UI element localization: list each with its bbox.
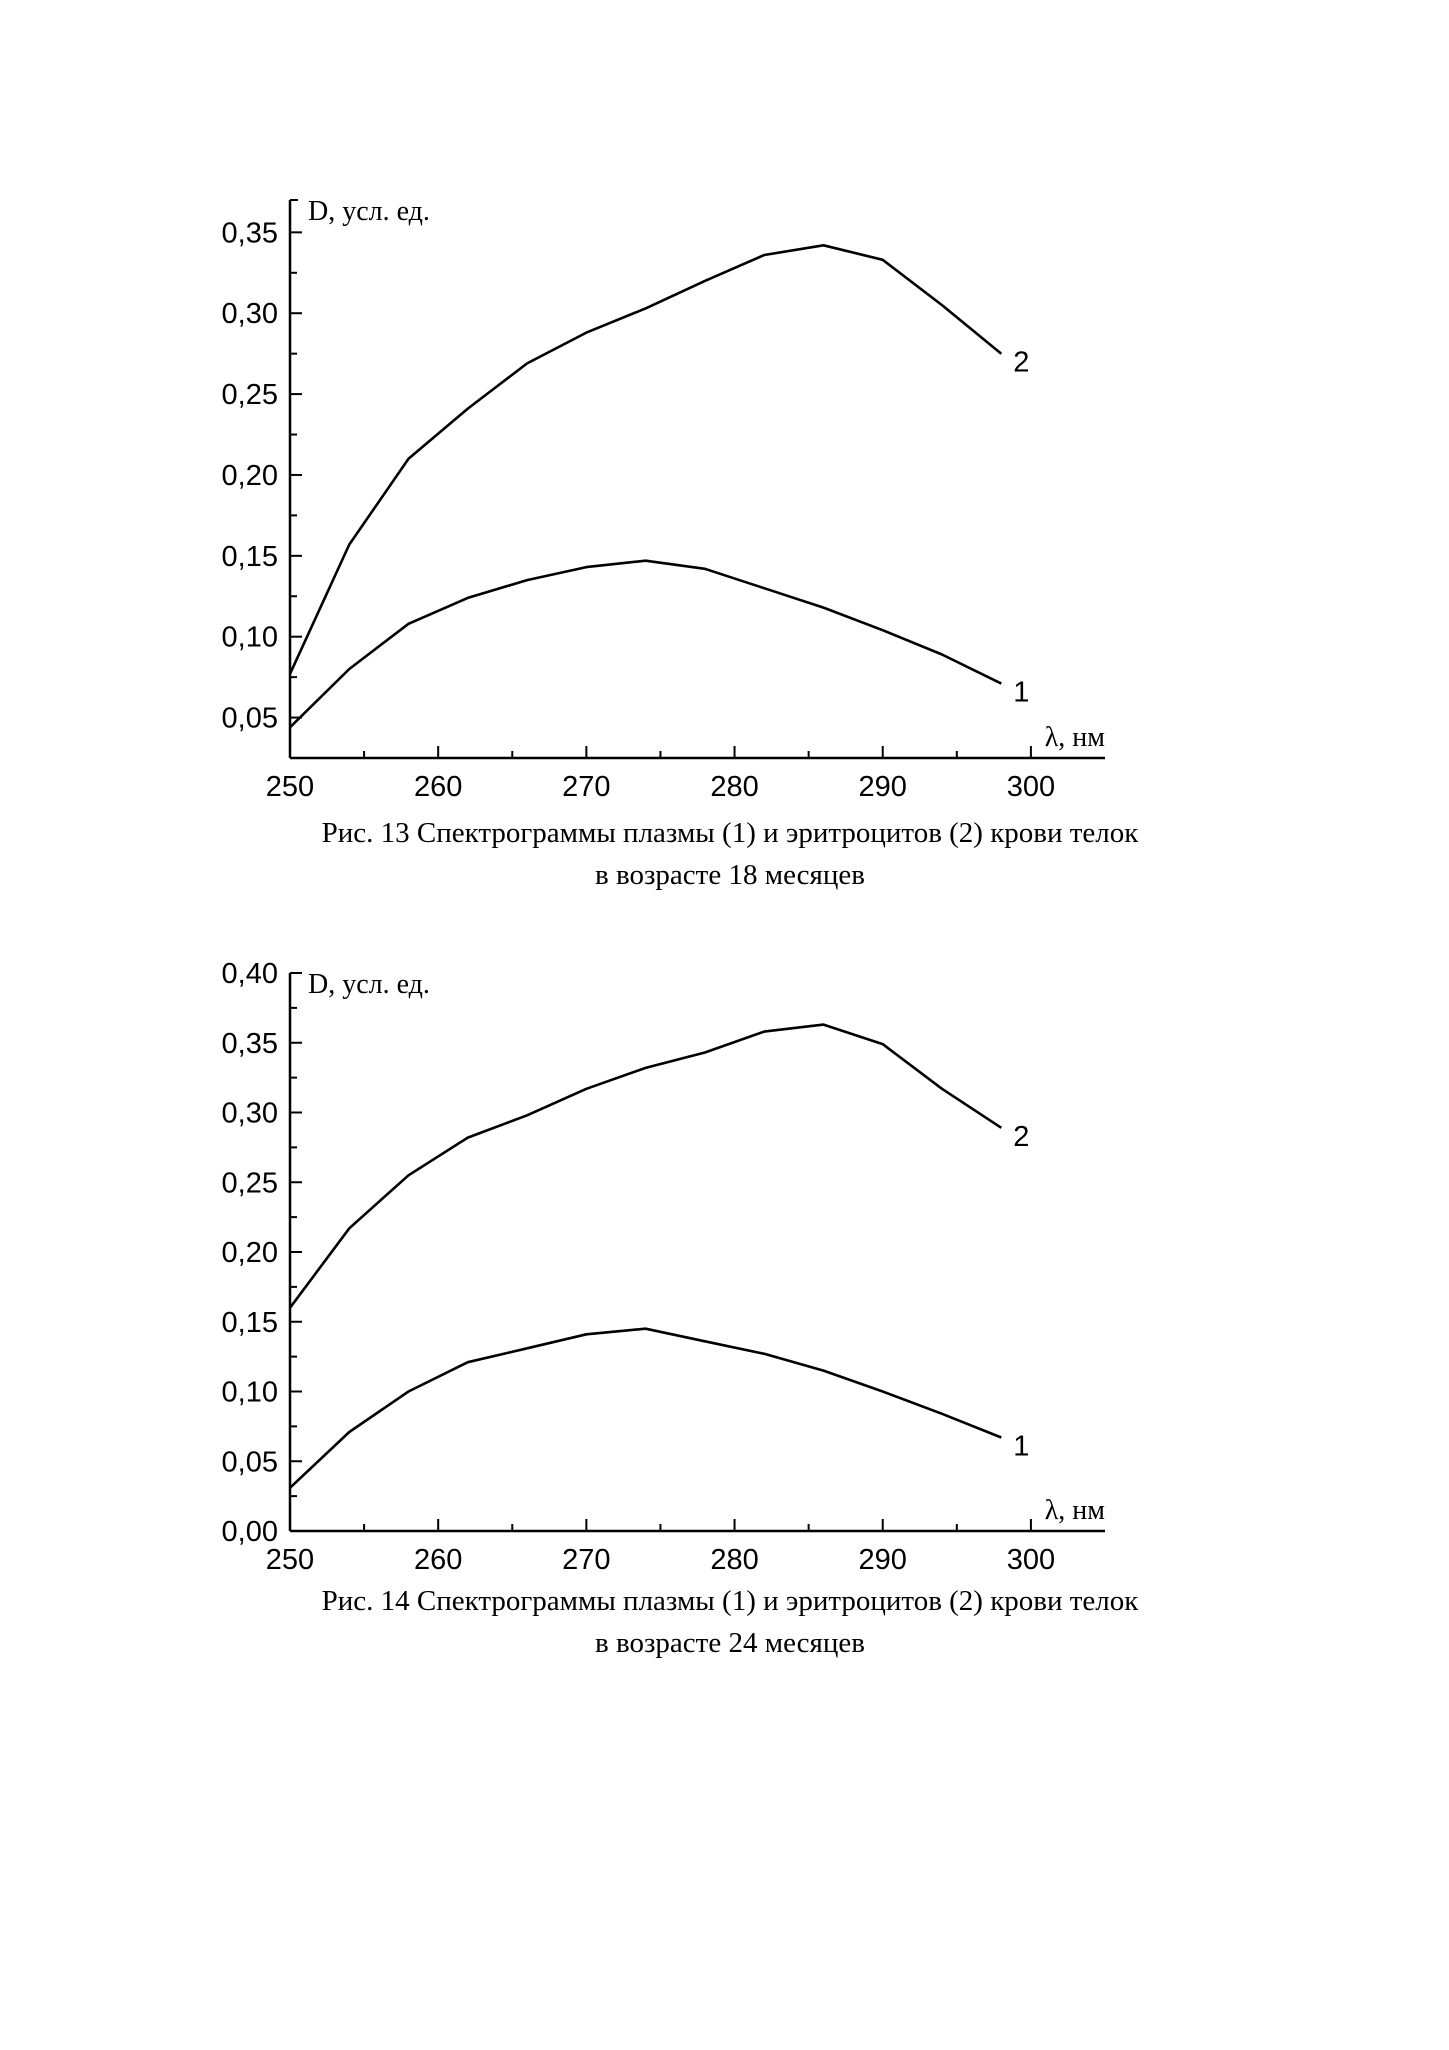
- series-2-line: [288, 1023, 1003, 1309]
- x-tick-label: 300: [1007, 771, 1055, 803]
- y-tick-label: 0,10: [222, 622, 278, 654]
- y-tick-label: 0,00: [222, 1516, 278, 1548]
- y-tick-label: 0,30: [222, 1098, 278, 1130]
- series-1-label: 1: [1013, 1431, 1029, 1463]
- y-tick-label: 0,15: [222, 541, 278, 573]
- y-tick-label: 0,05: [222, 703, 278, 735]
- y-tick-label: 0,35: [222, 217, 278, 249]
- y-tick-label: 0,20: [222, 460, 278, 492]
- y-tick-label: 0,35: [222, 1028, 278, 1060]
- figure-caption-13: Рис. 13 Спектрограммы плазмы (1) и эритр…: [200, 812, 1260, 896]
- spectrogram-chart-24-months: 0,00 0,05 0,10 0,15 0,20 0,25 0,30 0,35 0,40 250 2…: [222, 958, 1106, 1576]
- x-axis-title: λ, нм: [1045, 1495, 1106, 1526]
- x-tick-label: 280: [710, 771, 758, 803]
- x-tick-label: 250: [266, 1544, 314, 1576]
- x-tick-label: 290: [859, 771, 907, 803]
- series-1-label: 1: [1013, 677, 1029, 709]
- series-1-line: [289, 1327, 1002, 1489]
- y-tick-label: 0,25: [222, 379, 278, 411]
- x-axis-title: λ, нм: [1045, 722, 1106, 753]
- x-tick-label: 260: [414, 1544, 462, 1576]
- y-tick-label: 0,05: [222, 1446, 278, 1478]
- y-tick-label: 0,10: [222, 1377, 278, 1409]
- y-axis-title: D, усл. ед.: [308, 969, 430, 1000]
- x-tick-label: 250: [266, 771, 314, 803]
- y-tick-label: 0,40: [222, 958, 278, 990]
- y-tick-label: 0,20: [222, 1237, 278, 1269]
- caption-line-2: в возрасте 24 месяцев: [595, 1627, 865, 1659]
- x-tick-label: 260: [414, 771, 462, 803]
- spectrogram-chart-18-months: 0,05 0,10 0,15 0,20 0,25 0,30 0,35 250 260 270 280…: [222, 196, 1106, 803]
- x-tick-label: 270: [562, 771, 610, 803]
- x-tick-label: 270: [562, 1544, 610, 1576]
- caption-line-1: Рис. 13 Спектрограммы плазмы (1) и эритр…: [321, 817, 1139, 849]
- series-2-label: 2: [1013, 1121, 1029, 1153]
- y-tick-label: 0,25: [222, 1167, 278, 1199]
- series-2-line: [288, 244, 1003, 675]
- series-2-label: 2: [1013, 347, 1029, 379]
- y-tick-label: 0,30: [222, 298, 278, 330]
- x-tick-label: 280: [710, 1544, 758, 1576]
- x-tick-label: 290: [859, 1544, 907, 1576]
- figure-caption-14: Рис. 14 Спектрограммы плазмы (1) и эритр…: [200, 1580, 1260, 1664]
- y-axis-title: D, усл. ед.: [308, 196, 430, 227]
- series-1-line: [289, 559, 1002, 729]
- caption-line-1: Рис. 14 Спектрограммы плазмы (1) и эритр…: [321, 1585, 1139, 1617]
- y-tick-label: 0,15: [222, 1307, 278, 1339]
- caption-line-2: в возрасте 18 месяцев: [595, 859, 865, 891]
- x-tick-label: 300: [1007, 1544, 1055, 1576]
